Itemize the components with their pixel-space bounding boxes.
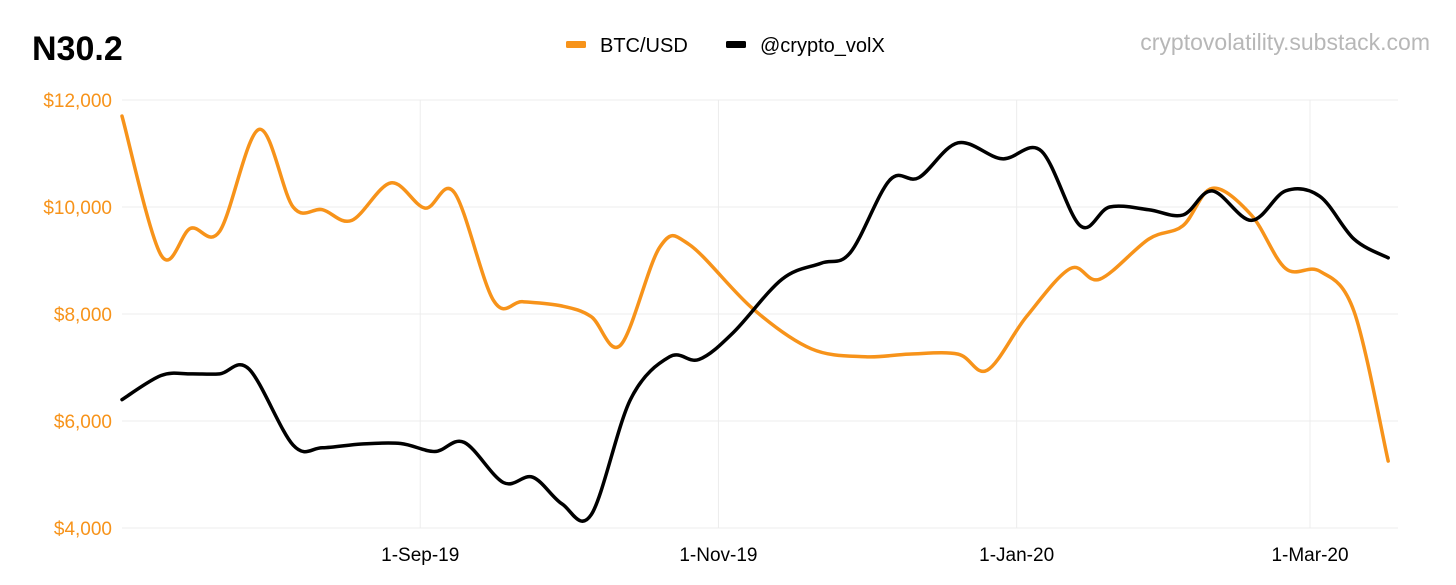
y-tick-label: $8,000 bbox=[54, 305, 112, 326]
y-tick-label: $4,000 bbox=[54, 519, 112, 540]
y-axis: $4,000 $6,000 $8,000 $10,000 $12,000 bbox=[43, 91, 112, 540]
x-tick-label: 1-Sep-19 bbox=[381, 545, 459, 566]
x-tick-label: 1-Nov-19 bbox=[679, 545, 757, 566]
y-tick-label: $6,000 bbox=[54, 412, 112, 433]
y-tick-label: $12,000 bbox=[43, 91, 112, 112]
chart-title: N30.2 bbox=[32, 30, 123, 68]
x-tick-label: 1-Jan-20 bbox=[979, 545, 1054, 566]
series-line-btc-usd bbox=[120, 114, 1390, 463]
legend-swatch bbox=[566, 41, 586, 48]
x-axis: 1-Sep-19 1-Nov-19 1-Jan-20 1-Mar-20 bbox=[381, 545, 1348, 566]
series-lines bbox=[120, 114, 1390, 523]
legend: BTC/USD @crypto_volX bbox=[566, 35, 885, 57]
series-line-crypto-volx bbox=[120, 140, 1390, 523]
watermark-text: cryptovolatility.substack.com bbox=[1140, 29, 1430, 55]
y-tick-label: $10,000 bbox=[43, 198, 112, 219]
legend-label: @crypto_volX bbox=[760, 35, 885, 57]
legend-swatch bbox=[726, 41, 746, 48]
x-tick-label: 1-Mar-20 bbox=[1271, 545, 1348, 566]
legend-label: BTC/USD bbox=[600, 35, 688, 57]
